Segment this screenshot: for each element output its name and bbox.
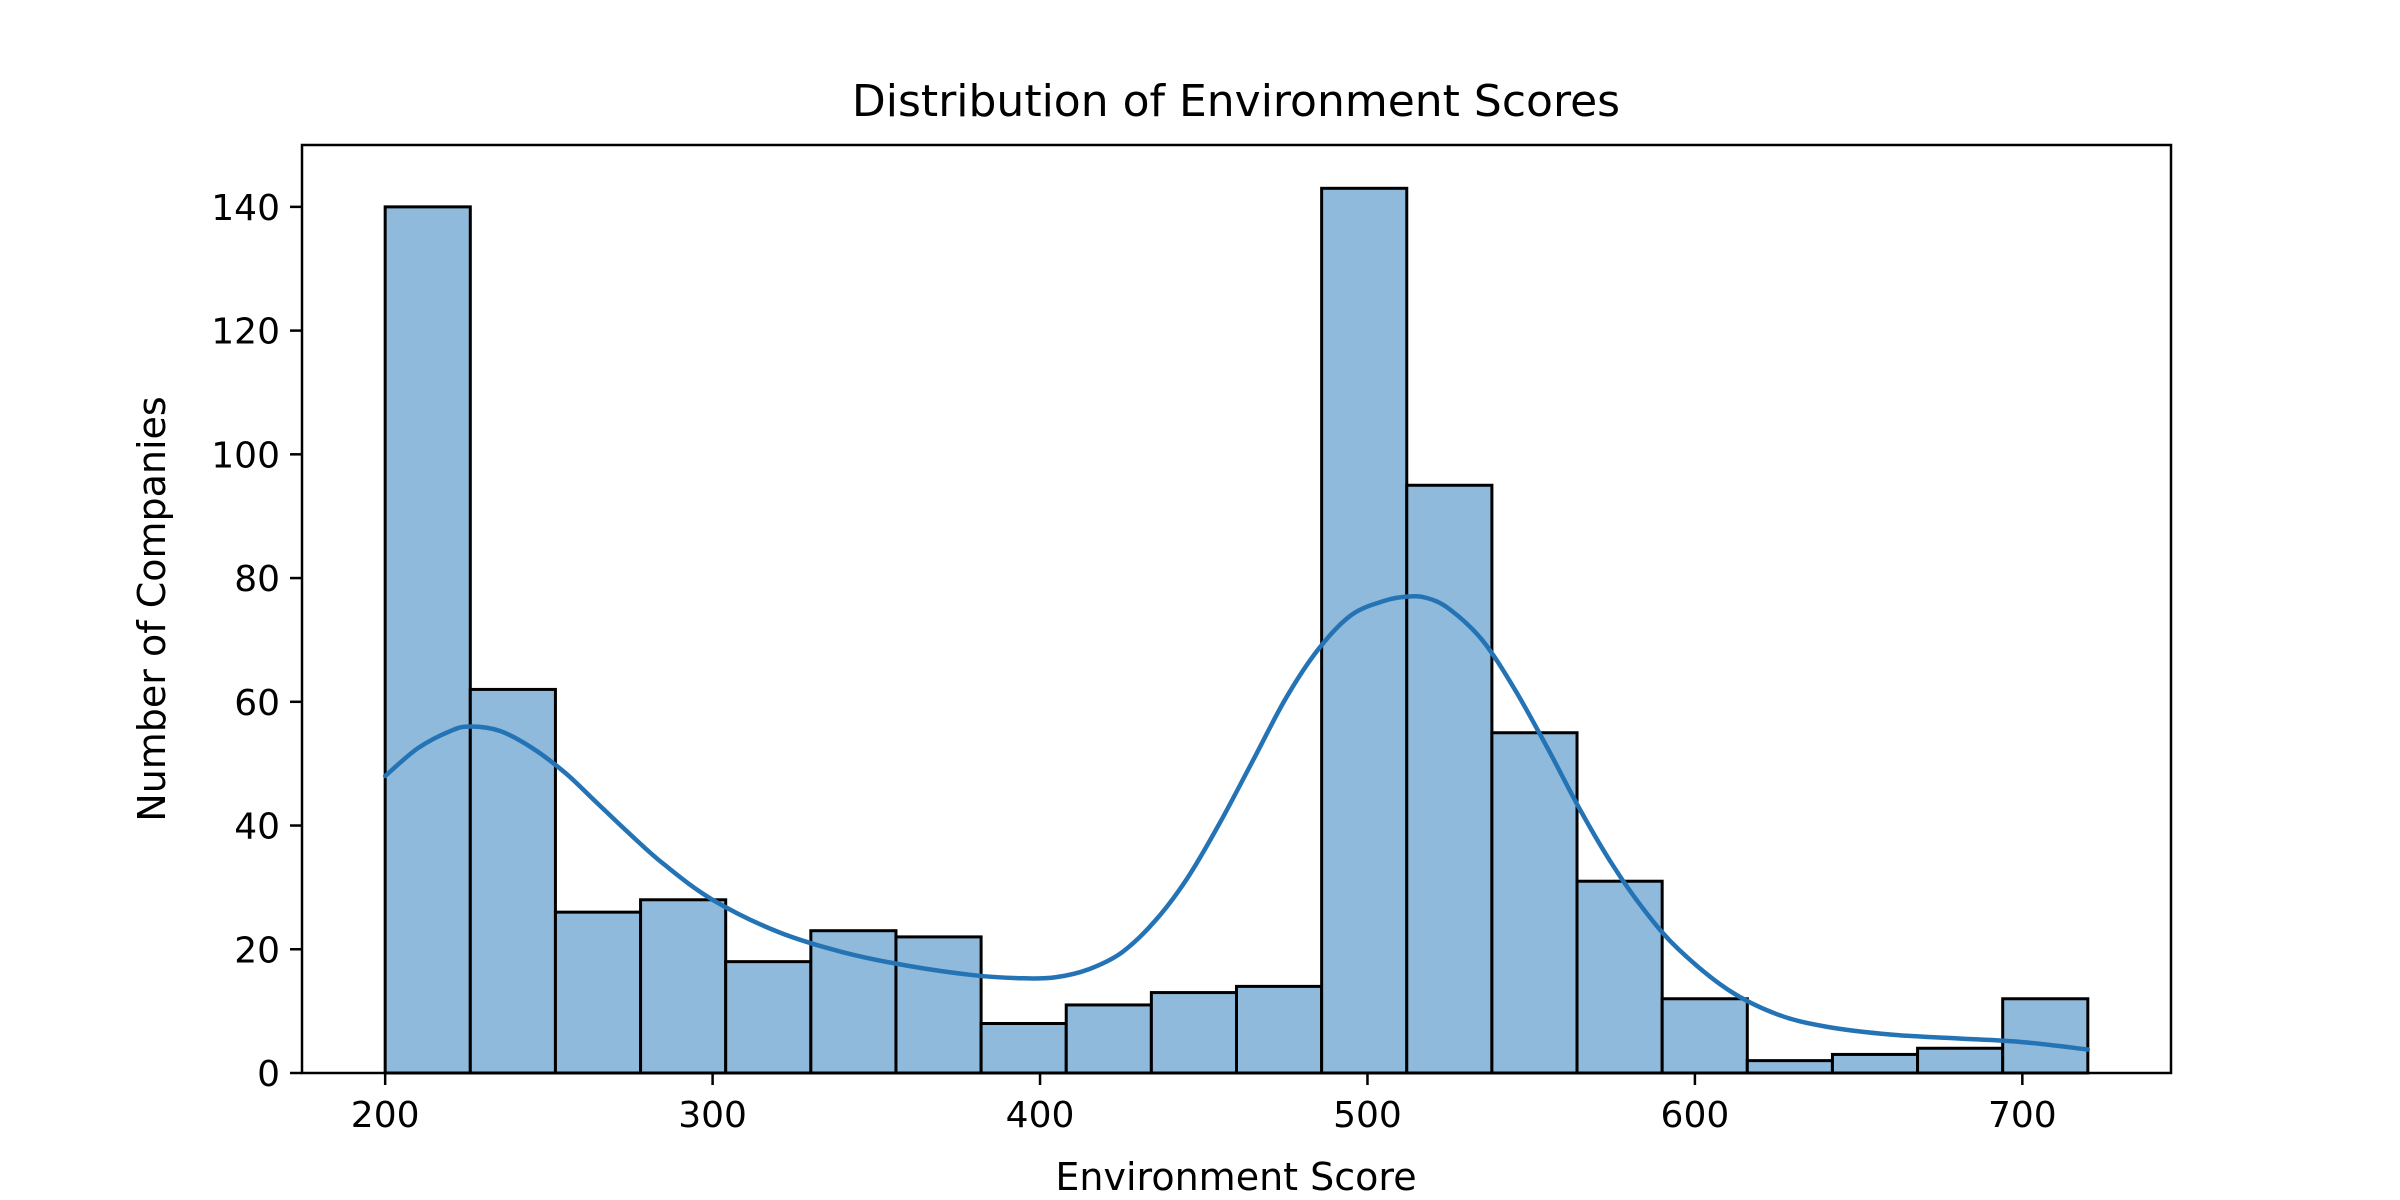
- x-axis-ticks: 200 300 400 500 600 700: [351, 1073, 2057, 1136]
- histogram-bar: [1405, 483, 1494, 1075]
- kde-curve: [382, 593, 2091, 1052]
- histogram-bar: [1235, 984, 1324, 1075]
- x-axis-label: Environment Score: [1055, 1155, 1416, 1199]
- y-tick-label: 60: [234, 683, 280, 724]
- histogram-bar: [1149, 991, 1238, 1075]
- histogram-bars: [383, 186, 2090, 1075]
- histogram-bar: [809, 929, 898, 1075]
- histogram-bar: [1745, 1059, 1834, 1075]
- y-axis-ticks: 0 20 40 60 80 100 120 140: [211, 188, 302, 1095]
- histogram-bar: [979, 1022, 1068, 1075]
- histogram-bar: [724, 960, 813, 1075]
- x-tick-label: 200: [351, 1095, 420, 1136]
- y-tick-label: 100: [211, 435, 280, 476]
- histogram-bar: [1660, 997, 1749, 1075]
- x-tick-label: 400: [1006, 1095, 1075, 1136]
- histogram-bar: [1575, 879, 1664, 1075]
- histogram-bar: [2001, 997, 2090, 1075]
- histogram-bar: [468, 687, 557, 1075]
- x-tick-label: 500: [1333, 1095, 1402, 1136]
- y-tick-label: 20: [234, 930, 280, 971]
- histogram-bar: [639, 898, 728, 1075]
- y-axis-label: Number of Companies: [130, 396, 174, 821]
- histogram-bar: [894, 935, 983, 1075]
- plot-frame: [300, 143, 2173, 1075]
- y-tick-label: 80: [234, 559, 280, 600]
- y-tick-label: 120: [211, 312, 280, 353]
- x-tick-label: 700: [1988, 1095, 2057, 1136]
- histogram-bar: [1490, 731, 1579, 1075]
- histogram-bar: [553, 910, 643, 1075]
- y-tick-label: 40: [234, 807, 280, 848]
- histogram-bar: [1830, 1052, 1920, 1075]
- histogram-bar: [383, 205, 472, 1075]
- chart-title: Distribution of Environment Scores: [852, 76, 1620, 127]
- y-tick-label: 140: [211, 188, 280, 229]
- histogram-bar: [1916, 1046, 2005, 1075]
- histogram-bar: [1064, 1003, 1153, 1075]
- x-tick-label: 600: [1661, 1095, 1730, 1136]
- x-tick-label: 300: [678, 1095, 747, 1136]
- y-tick-label: 0: [257, 1054, 280, 1095]
